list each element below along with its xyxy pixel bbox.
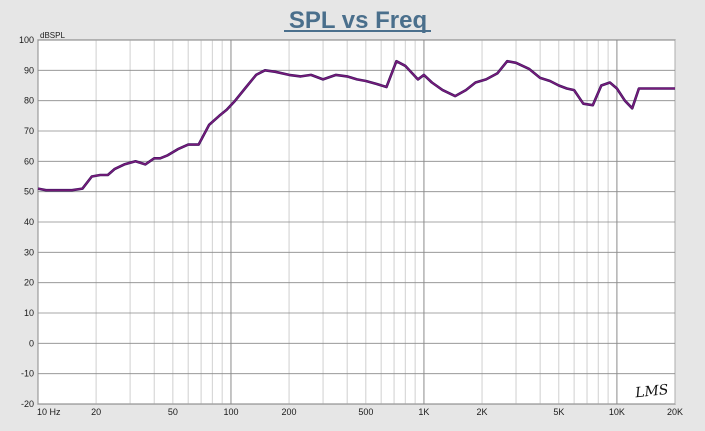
series-group	[37, 59, 675, 192]
x-tick-label: 200	[282, 407, 297, 417]
y-tick-label: 60	[24, 156, 34, 166]
y-tick-label: 100	[19, 35, 34, 45]
x-tick-label: 10K	[609, 407, 625, 417]
y-tick-label: 50	[24, 187, 34, 197]
y-tick-label: 30	[24, 247, 34, 257]
x-tick-label: 20	[91, 407, 101, 417]
x-tick-label: 1K	[418, 407, 429, 417]
y-tick-label: 40	[24, 217, 34, 227]
chart-title: SPL vs Freq	[289, 7, 427, 34]
spl-series-line	[37, 60, 675, 191]
grid-lines	[37, 39, 676, 405]
x-tick-label: 2K	[477, 407, 488, 417]
x-tick-label: 5K	[553, 407, 564, 417]
y-tick-label: 0	[29, 338, 34, 348]
x-tick-label: 100	[223, 407, 238, 417]
x-tick-label: 20K	[667, 407, 683, 417]
x-tick-labels: 10 Hz 20 50 100 200 500 1K 2K 5K 10K 20K	[37, 407, 683, 417]
y-tick-label: 10	[24, 308, 34, 318]
y-tick-label: -10	[21, 369, 34, 379]
y-tick-label: 70	[24, 126, 34, 136]
x-tick-label: 50	[168, 407, 178, 417]
y-tick-label: 20	[24, 278, 34, 288]
y-tick-label: 80	[24, 96, 34, 106]
x-tick-label: 500	[358, 407, 373, 417]
x-tick-label: 10 Hz	[37, 407, 61, 417]
lms-logo: LMS	[633, 382, 669, 401]
y-axis-unit-label: dBSPL	[40, 31, 65, 40]
y-tick-label: 90	[24, 65, 34, 75]
y-tick-label: -20	[21, 399, 34, 409]
